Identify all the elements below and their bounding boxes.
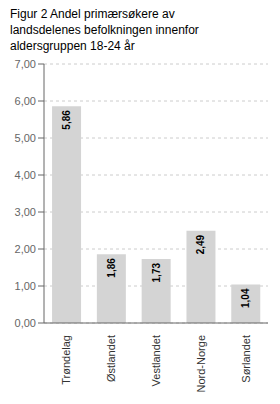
svg-text:Sørlandet: Sørlandet (240, 335, 252, 383)
svg-text:2,00: 2,00 (15, 243, 36, 255)
html-text:aldersgruppen 18-24 år: aldersgruppen 18-24 år (10, 39, 135, 53)
svg-text:0,00: 0,00 (15, 317, 36, 329)
svg-text:7,00: 7,00 (15, 58, 36, 70)
svg-text:2,49: 2,49 (195, 234, 206, 254)
svg-text:Nord-Norge: Nord-Norge (195, 335, 207, 392)
svg-text:1,73: 1,73 (151, 263, 162, 283)
svg-text:5,86: 5,86 (61, 110, 72, 130)
svg-text:Vestlandet: Vestlandet (150, 335, 162, 386)
svg-text:3,00: 3,00 (15, 206, 36, 218)
svg-text:6,00: 6,00 (15, 95, 36, 107)
svg-text:1,00: 1,00 (15, 280, 36, 292)
svg-text:Trøndelag: Trøndelag (60, 335, 72, 385)
svg-text:1,86: 1,86 (106, 258, 117, 278)
svg-text:5,00: 5,00 (15, 132, 36, 144)
svg-text:4,00: 4,00 (15, 169, 36, 181)
svg-text:1,04: 1,04 (240, 288, 251, 308)
html-text:landsdelenes befolkningen inne: landsdelenes befolkningen innenfor (10, 23, 199, 37)
svg-text:Østlandet: Østlandet (105, 335, 117, 382)
html-text:Figur 2 Andel primærsøkere av: Figur 2 Andel primærsøkere av (10, 7, 175, 21)
